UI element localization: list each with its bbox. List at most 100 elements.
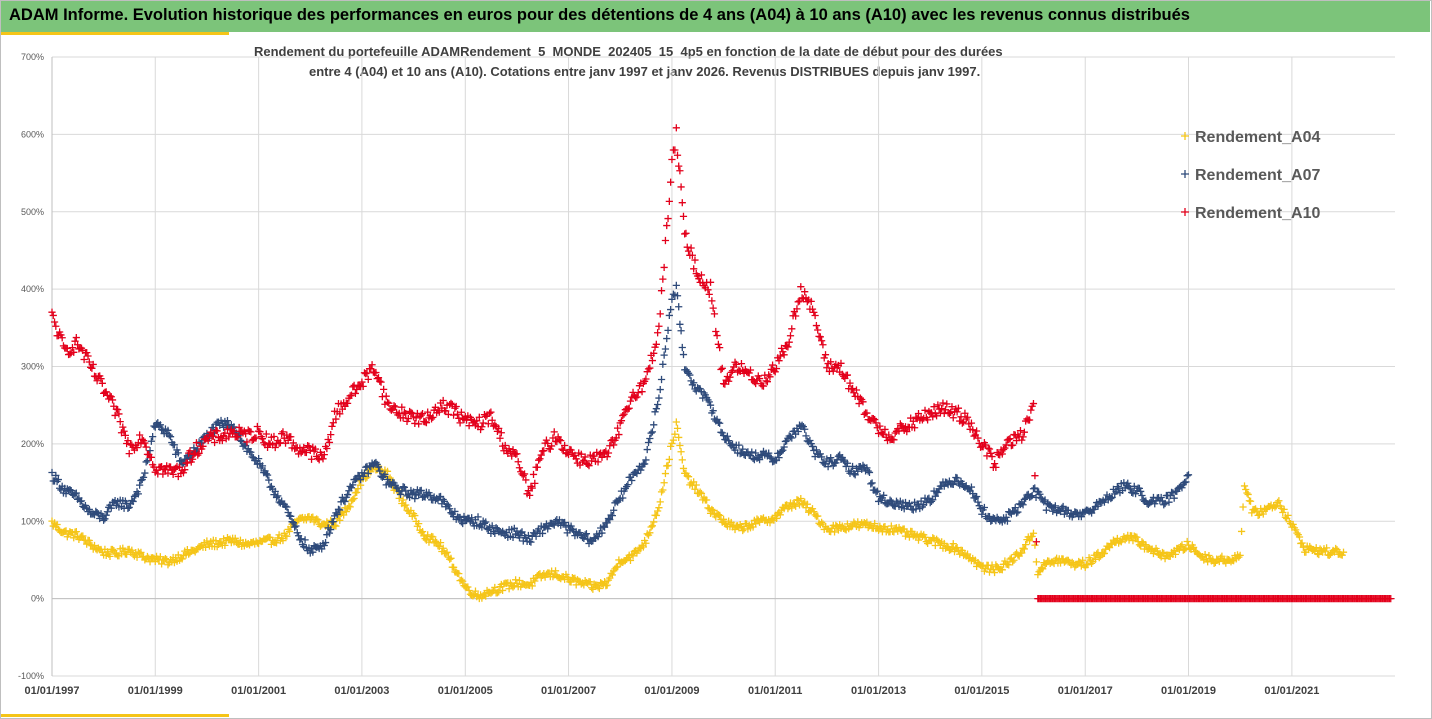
data-point (1339, 548, 1348, 556)
data-point (797, 283, 805, 291)
data-point (901, 498, 910, 507)
data-point (692, 481, 700, 489)
data-point (768, 361, 777, 369)
data-point (1137, 487, 1145, 496)
data-point (174, 449, 182, 457)
data-point (53, 520, 61, 529)
data-point (827, 358, 835, 366)
data-point (983, 452, 991, 460)
data-point (1184, 471, 1193, 479)
data-point (655, 504, 663, 512)
data-point (806, 436, 814, 445)
data-point (1032, 493, 1040, 502)
data-point (1077, 513, 1085, 521)
data-point (111, 411, 119, 420)
data-point (457, 576, 465, 584)
data-point (399, 414, 407, 422)
data-point (648, 428, 657, 436)
data-point (650, 421, 658, 429)
data-point (488, 522, 496, 530)
data-point (106, 392, 114, 400)
data-point (1029, 529, 1038, 537)
data-point (550, 521, 558, 529)
data-point (797, 494, 805, 503)
data-point (648, 522, 657, 530)
data-point (623, 555, 631, 563)
data-point (780, 351, 788, 359)
data-point (865, 468, 874, 477)
data-point (861, 520, 870, 528)
data-point (890, 436, 898, 444)
data-point (590, 534, 598, 542)
data-point (907, 502, 915, 510)
data-point (572, 581, 580, 589)
data-point (932, 412, 941, 420)
data-point (619, 494, 627, 502)
data-point (953, 474, 961, 482)
data-point (712, 327, 720, 336)
data-point (881, 425, 889, 434)
data-point (895, 427, 903, 435)
data-point (1005, 561, 1013, 569)
data-point (1259, 510, 1267, 518)
data-point (526, 537, 534, 546)
data-point (265, 476, 273, 484)
data-point (659, 360, 667, 368)
data-point (723, 432, 731, 440)
data-point (1128, 488, 1136, 497)
data-point (786, 433, 795, 441)
data-point (1107, 494, 1115, 503)
data-point (1113, 483, 1121, 491)
data-point (1029, 399, 1038, 408)
data-point (772, 514, 781, 523)
data-point (567, 578, 575, 586)
data-point (728, 367, 737, 375)
data-point (85, 536, 93, 545)
data-point (943, 542, 951, 551)
data-point (364, 469, 372, 478)
data-point (671, 430, 679, 438)
data-point (435, 542, 443, 551)
data-point (765, 449, 773, 457)
data-point (90, 541, 99, 550)
data-point (319, 455, 327, 463)
data-point (731, 525, 739, 534)
data-point (613, 424, 622, 432)
data-point (1298, 539, 1306, 547)
data-point (669, 290, 678, 298)
accent-bar-top (1, 32, 229, 35)
data-point (652, 405, 660, 413)
data-point (468, 514, 476, 522)
data-point (514, 458, 522, 466)
data-point (657, 287, 666, 295)
data-point (934, 537, 942, 545)
data-point (1056, 507, 1065, 516)
data-point (362, 463, 370, 471)
data-point (382, 392, 390, 400)
data-point (663, 221, 671, 230)
data-point (725, 377, 733, 385)
legend-label: Rendement_A04 (1195, 129, 1320, 146)
data-point (394, 484, 402, 492)
data-point (647, 523, 655, 531)
data-point (519, 471, 527, 480)
data-point (323, 444, 331, 453)
data-point (411, 495, 419, 503)
data-point (515, 464, 524, 472)
data-point (561, 518, 569, 527)
data-point (755, 456, 764, 464)
data-point (1018, 499, 1026, 508)
data-point (978, 510, 986, 518)
data-point (67, 486, 75, 495)
data-point (668, 155, 676, 164)
data-point (515, 534, 524, 542)
data-point (695, 275, 703, 283)
data-point (890, 528, 898, 536)
data-point (70, 534, 78, 542)
data-point (1031, 541, 1039, 549)
y-tick-label: 0% (31, 594, 44, 604)
data-point (810, 308, 818, 317)
data-point (349, 481, 357, 489)
data-point (332, 522, 340, 530)
data-point (939, 399, 947, 407)
